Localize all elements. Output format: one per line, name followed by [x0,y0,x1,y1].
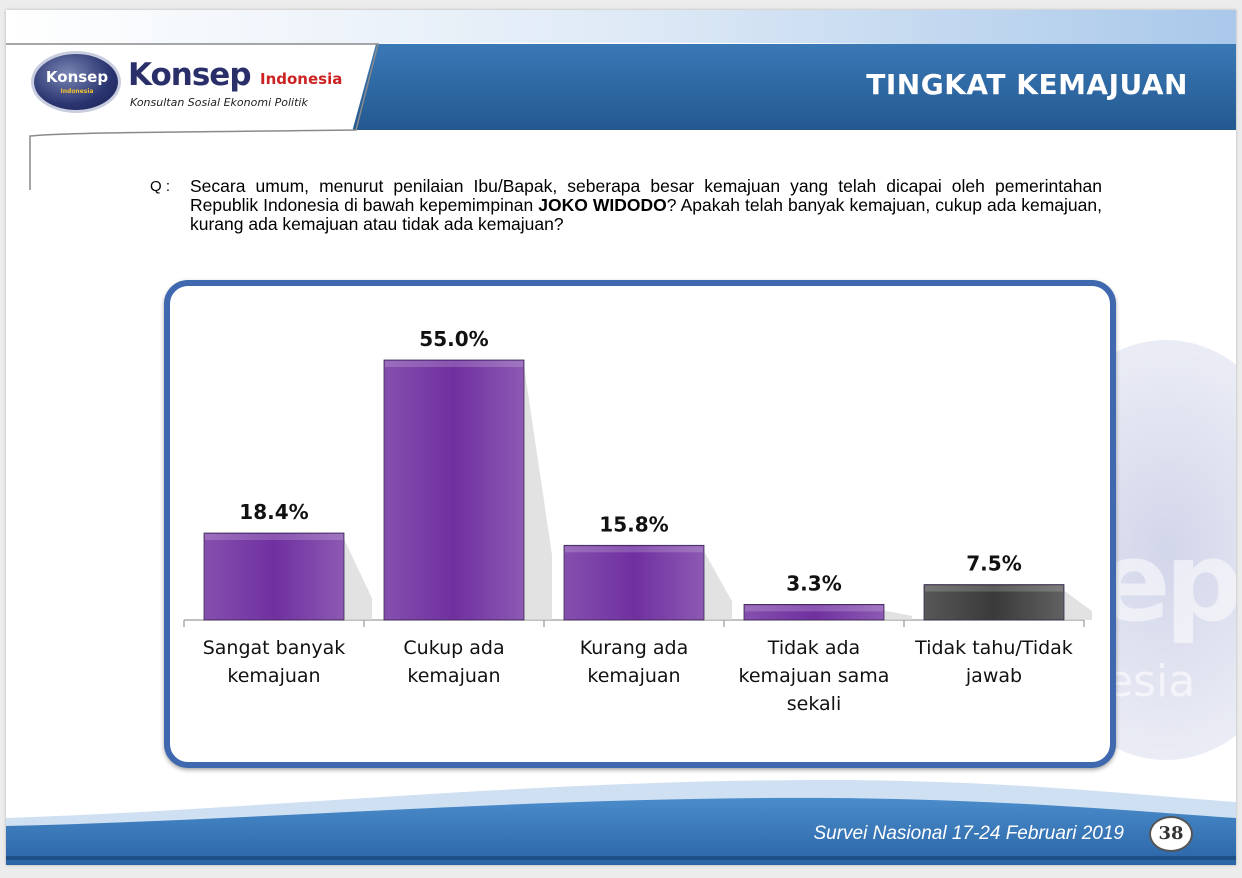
page-title: TINGKAT KEMAJUAN [866,68,1188,101]
category-label: kemajuan [227,665,320,687]
bar-shadow [1064,590,1092,620]
logo-badge-text: Konsep [45,68,109,86]
category-label: jawab [965,665,1022,687]
category-label: Kurang ada [580,637,689,659]
survey-caption: Survei Nasional 17-24 Februari 2019 [813,823,1124,844]
category-label: Cukup ada [403,637,504,659]
logo-badge-icon [34,54,118,110]
bar-shadow [704,551,732,620]
logo-brand: Konsep [128,57,252,93]
bar [923,584,1065,621]
question-text-part: Secara umum, menurut penilaian Ibu/Bapak… [190,176,1102,215]
category-label: kemajuan [407,665,500,687]
bar-highlight [385,361,523,367]
data-label: 55.0% [419,327,488,351]
bar-highlight [925,585,1063,592]
data-label: 15.8% [599,512,668,536]
logo-tagline: Konsultan Sosial Ekonomi Politik [130,96,308,109]
bar-highlight [745,605,883,612]
category-label: Sangat banyak [203,637,346,659]
bar-shadow [884,610,912,620]
category-label: kemajuan [587,665,680,687]
data-label: 7.5% [966,552,1021,576]
bar-shadow [344,539,372,620]
chart-frame: 18.4% Sangat banyak kemajuan 55.0% Cukup ada… [164,280,1116,768]
page-number: 38 [1149,816,1193,852]
logo-country: Indonesia [260,70,343,88]
category-label: Tidak ada [767,637,860,659]
data-label: 18.4% [239,500,308,524]
question-marker: Q : [150,178,171,195]
bar-highlight [205,534,343,541]
bar-chart: 18.4% Sangat banyak kemajuan 55.0% Cukup ada… [183,327,1092,715]
bar [743,603,885,621]
bar-highlight [565,546,703,553]
slide: ep esia Konsep Indonesia Konsep Indonesi… [6,10,1236,865]
bar [563,544,705,621]
logo-badge-subtext: Indonesia [60,88,94,95]
bar-shadow [524,366,552,620]
data-label: 3.3% [786,571,841,595]
question-bold-name: JOKO WIDODO [538,195,667,215]
category-label: kemajuan sama [739,665,890,687]
question-text-part: ? Apakah telah banyak kemajuan, cukup ad… [190,195,1102,234]
category-label: Tidak tahu/Tidak [914,637,1073,659]
question-text: Secara umum, menurut penilaian Ibu/Bapak… [190,177,1102,234]
category-label: sekali [787,693,841,715]
bar [383,359,525,621]
bar [203,532,345,621]
watermark-text: ep [1096,518,1236,646]
watermark-text-secondary: esia [1106,656,1196,707]
